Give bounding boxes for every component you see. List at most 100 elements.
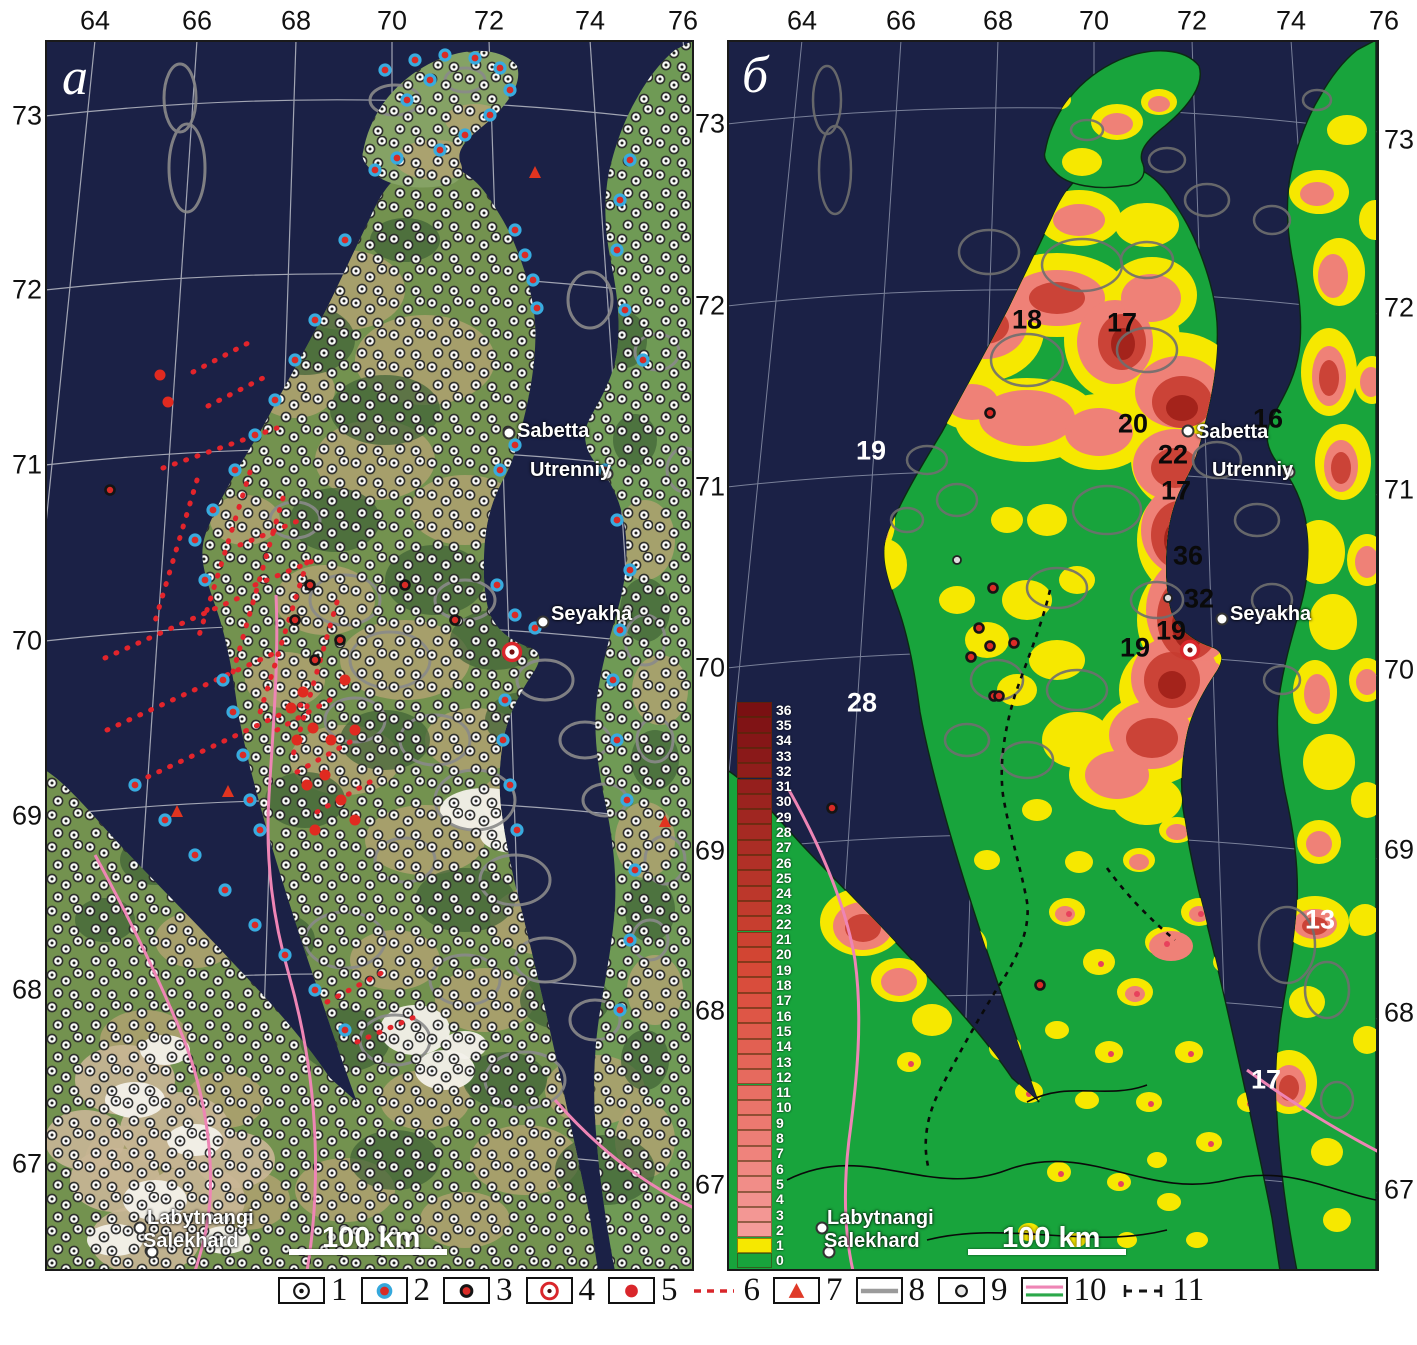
colorbar-tick-label: 5 <box>776 1175 784 1192</box>
field-outlines-b <box>811 64 1355 1120</box>
panel-b-letter: б <box>742 47 769 104</box>
panel-a-border <box>45 40 694 1271</box>
colorbar-cell <box>737 1191 772 1207</box>
legend-item: 6 <box>691 1272 761 1308</box>
gray-line-icon <box>855 1277 903 1304</box>
city-dot <box>1215 612 1229 626</box>
colorbar-tick-label: 28 <box>776 824 792 841</box>
colorbar-row: 2 <box>737 1221 784 1238</box>
colorbar-row: 6 <box>737 1160 784 1177</box>
lat-tick-label: 70 <box>11 625 43 656</box>
lon-tick-label: 66 <box>885 5 917 36</box>
colorbar-cell <box>737 1252 772 1269</box>
colorbar-tick-label: 7 <box>776 1145 784 1162</box>
colorbar-row: 32 <box>737 763 792 779</box>
black-dashed-line-icon <box>1120 1277 1167 1304</box>
legend: 1 2 3 4 5 6 7 8 9 10 11 <box>278 1274 1217 1307</box>
scale-bar-b <box>968 1249 1126 1255</box>
colorbar-cell <box>737 962 772 978</box>
region-number: 19 <box>855 435 887 466</box>
lat-tick-label: 73 <box>1383 124 1415 155</box>
colorbar-cell <box>737 1130 772 1146</box>
colorbar-tick-label: 21 <box>776 931 792 948</box>
legend-item-number: 6 <box>743 1272 761 1308</box>
legend-item-number: 10 <box>1073 1272 1107 1308</box>
legend-item-number: 1 <box>331 1272 348 1308</box>
lon-tick-label: 74 <box>1275 5 1307 36</box>
colorbar-tick-label: 6 <box>776 1160 784 1177</box>
red-triangle-marker-icon <box>773 1277 820 1304</box>
colorbar-cell <box>737 1053 772 1070</box>
lon-tick-label: 70 <box>1078 5 1110 36</box>
colorbar-tick-label: 2 <box>776 1221 784 1238</box>
colorbar-row: 36 <box>737 702 792 718</box>
city-dot <box>1282 465 1296 479</box>
colorbar-row: 7 <box>737 1145 784 1162</box>
colorbar-cell <box>737 977 772 993</box>
map-panel-a[interactable] <box>45 40 694 1271</box>
map-panel-b[interactable] <box>727 40 1379 1271</box>
colorbar-cell <box>737 839 772 855</box>
colorbar-cell <box>737 747 772 764</box>
colorbar-row: 24 <box>737 885 792 901</box>
colorbar-cell <box>737 1115 772 1131</box>
colorbar-tick-label: 13 <box>776 1053 792 1070</box>
colorbar-row: 18 <box>737 977 792 993</box>
lon-tick-label: 64 <box>786 5 818 36</box>
colorbar-tick-label: 29 <box>776 808 792 825</box>
colorbar-tick-label: 1 <box>776 1237 784 1254</box>
colorbar-tick-label: 9 <box>776 1114 784 1131</box>
cyan-ring-red-dot-marker-icon <box>360 1277 408 1304</box>
region-number: 17 <box>1250 1064 1282 1095</box>
colorbar-tick-label: 11 <box>776 1084 791 1101</box>
legend-item: 3 <box>443 1274 513 1307</box>
legend-item: 10 <box>1020 1272 1107 1308</box>
legend-item-number: 8 <box>908 1272 926 1308</box>
region-number: 22 <box>1157 439 1189 470</box>
region-number: 32 <box>1183 583 1215 614</box>
colorbar-tick-label: 14 <box>776 1038 792 1055</box>
pink-green-line-icon <box>1020 1277 1068 1304</box>
colorbar-cell <box>737 900 772 917</box>
lon-tick-label: 68 <box>280 5 312 36</box>
colorbar-tick-label: 10 <box>776 1099 792 1116</box>
colorbar-cell <box>737 1222 772 1238</box>
region-number: 36 <box>1172 540 1204 571</box>
lon-tick-label: 70 <box>376 5 408 36</box>
region-number: 17 <box>1106 307 1138 338</box>
colorbar-row: 11 <box>737 1084 791 1101</box>
colorbar-tick-label: 12 <box>776 1068 792 1085</box>
colorbar-cell <box>737 778 772 794</box>
pink-route-lines-a <box>93 594 694 1271</box>
colorbar-cell <box>737 916 772 932</box>
legend-item: 4 <box>525 1274 595 1307</box>
legend-item-number: 9 <box>991 1272 1008 1308</box>
lat-tick-label: 71 <box>694 471 726 502</box>
panel-b-border <box>727 40 1379 1271</box>
colorbar-cell <box>737 1038 772 1054</box>
lat-tick-label: 72 <box>1383 292 1415 323</box>
lat-tick-label: 72 <box>11 274 43 305</box>
pink-route-lines-b <box>787 789 1379 1271</box>
city-label: Salekhard <box>143 1230 239 1252</box>
colorbar-row: 29 <box>737 808 792 825</box>
red-dashed-line-icon <box>691 1277 738 1304</box>
city-label: Utrenniy <box>530 459 612 481</box>
lat-tick-label: 70 <box>694 652 726 683</box>
city-label: Labytnangi <box>147 1207 254 1229</box>
scale-label-b: 100 km <box>1002 1222 1101 1254</box>
legend-item-number: 11 <box>1172 1272 1205 1308</box>
region-number: 13 <box>1304 904 1336 935</box>
colorbar-row: 30 <box>737 793 792 810</box>
colorbar-cell <box>737 1237 772 1253</box>
colorbar-tick-label: 26 <box>776 854 792 871</box>
legend-item: 9 <box>938 1274 1008 1307</box>
lat-tick-label: 67 <box>1383 1174 1415 1205</box>
colorbar-row: 26 <box>737 854 792 871</box>
colorbar-row: 9 <box>737 1114 784 1131</box>
colorbar-row: 22 <box>737 916 792 932</box>
colorbar-row: 21 <box>737 931 792 948</box>
colorbar-cell <box>737 1099 772 1116</box>
colorbar-cell <box>737 809 772 825</box>
scale-bar-a <box>289 1249 447 1255</box>
